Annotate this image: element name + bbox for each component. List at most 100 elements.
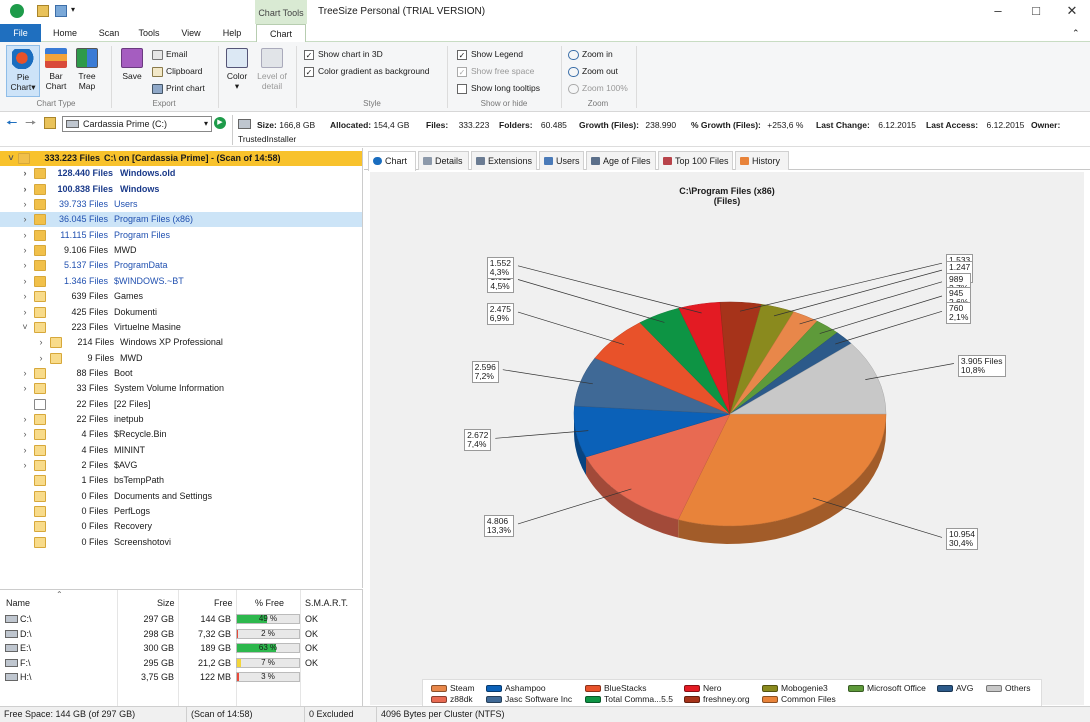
tab-chart[interactable]: Chart xyxy=(256,24,306,43)
tree-row[interactable]: 1 Files bsTempPath xyxy=(0,473,362,488)
tree-row[interactable]: › 9.106 Files MWD xyxy=(0,243,362,258)
back-arrow-icon[interactable]: 🠔 xyxy=(6,115,18,130)
column-header-percent-free[interactable]: % Free xyxy=(255,598,285,608)
up-folder-icon[interactable] xyxy=(44,117,56,129)
expand-chevron-icon[interactable]: › xyxy=(23,229,27,240)
expand-chevron-icon[interactable]: › xyxy=(23,306,27,317)
zoom-out-button[interactable]: Zoom out xyxy=(568,64,618,78)
tree-row[interactable]: › 88 Files Boot xyxy=(0,366,362,381)
minimize-button[interactable]: – xyxy=(994,3,1002,18)
expand-chevron-icon[interactable]: › xyxy=(39,352,43,363)
tree-row[interactable]: › 11.115 Files Program Files xyxy=(0,228,362,243)
tree-row[interactable]: 0 Files Documents and Settings xyxy=(0,489,362,504)
gradient-checkbox[interactable]: Color gradient as background xyxy=(304,64,430,78)
tree-row[interactable]: › 128.440 Files Windows.old xyxy=(0,166,362,181)
tab-users[interactable]: Users xyxy=(539,151,584,170)
tab-chart-view[interactable]: Chart xyxy=(368,151,416,171)
drive-row[interactable]: F:\ 295 GB 21,2 GB 7 % OK xyxy=(0,656,362,670)
tab-extensions[interactable]: Extensions xyxy=(471,151,537,170)
tree-row[interactable]: › 33 Files System Volume Information xyxy=(0,381,362,396)
maximize-button[interactable]: □ xyxy=(1032,3,1040,18)
expand-chevron-icon[interactable]: › xyxy=(23,413,27,424)
tab-file[interactable]: File xyxy=(0,24,41,42)
show-3d-checkbox[interactable]: Show chart in 3D xyxy=(304,47,383,61)
column-header-free[interactable]: Free xyxy=(214,598,233,608)
column-header-size[interactable]: Size xyxy=(157,598,175,608)
tree-row[interactable]: › 4 Files $Recycle.Bin xyxy=(0,427,362,442)
quick-access-scan-icon[interactable] xyxy=(55,5,67,17)
expand-chevron-icon[interactable]: › xyxy=(23,245,27,256)
expand-chevron-icon[interactable]: › xyxy=(23,460,27,470)
tree-row[interactable]: 0 Files PerfLogs xyxy=(0,504,362,519)
tab-top-100-files[interactable]: Top 100 Files xyxy=(658,151,733,170)
expand-chevron-icon[interactable]: › xyxy=(23,383,27,394)
tree-row[interactable]: › 2 Files $AVG xyxy=(0,458,362,473)
tree-row[interactable]: › 4 Files MININT xyxy=(0,443,362,458)
tree-row[interactable]: › 36.045 Files Program Files (x86) xyxy=(0,212,362,228)
color-button[interactable]: Color ▾ xyxy=(222,45,252,91)
tree-row[interactable]: › 5.137 Files ProgramData xyxy=(0,258,362,273)
show-legend-checkbox[interactable]: Show Legend xyxy=(457,47,523,61)
tree-row[interactable]: › 639 Files Games xyxy=(0,289,362,304)
tree-row[interactable]: › 9 Files MWD xyxy=(0,351,362,366)
tab-scan[interactable]: Scan xyxy=(98,28,120,38)
treemap-button[interactable]: Tree Map xyxy=(73,45,101,91)
drive-select[interactable]: Cardassia Prime (C:) ▾ xyxy=(62,116,212,132)
expand-chevron-icon[interactable]: › xyxy=(23,183,27,194)
tab-tools[interactable]: Tools xyxy=(138,28,160,38)
expand-chevron-icon[interactable]: › xyxy=(23,275,27,286)
expand-chevron-icon[interactable]: › xyxy=(39,337,43,348)
tree-root-row[interactable]: ˅ 333.223 Files C:\ on [Cardassia Prime] -… xyxy=(0,151,362,166)
print-chart-button[interactable]: Print chart xyxy=(152,81,205,95)
app-icon[interactable] xyxy=(10,4,24,18)
expand-chevron-icon[interactable]: › xyxy=(23,429,27,440)
tree-row[interactable]: 22 Files [22 Files] xyxy=(0,397,362,412)
forward-arrow-icon[interactable]: 🠖 xyxy=(25,115,37,130)
pie-slice[interactable] xyxy=(729,343,887,415)
expand-chevron-icon[interactable]: › xyxy=(23,291,27,302)
tab-age-of-files[interactable]: Age of Files xyxy=(586,151,656,170)
clipboard-button[interactable]: Clipboard xyxy=(152,64,202,78)
drive-row[interactable]: H:\ 3,75 GB 122 MB 3 % xyxy=(0,670,362,684)
tree-row[interactable]: 0 Files Screenshotovi xyxy=(0,535,362,550)
quick-access-dropdown-icon[interactable]: ▾ xyxy=(71,5,76,14)
level-of-detail-button[interactable]: Level of detail xyxy=(254,45,290,91)
tree-row[interactable]: › 22 Files inetpub xyxy=(0,412,362,427)
column-header-name[interactable]: Name xyxy=(6,598,31,608)
collapse-chevron-icon[interactable]: ˅ xyxy=(8,153,14,163)
tab-view[interactable]: View xyxy=(181,28,201,38)
expand-chevron-icon[interactable]: › xyxy=(23,260,27,271)
drive-row[interactable]: E:\ 300 GB 189 GB 63 % OK xyxy=(0,641,362,655)
zoom-100-button[interactable]: Zoom 100% xyxy=(568,81,628,95)
expand-chevron-icon[interactable]: › xyxy=(23,444,27,455)
go-button[interactable]: ▶ xyxy=(214,117,226,129)
tree-row[interactable]: › 214 Files Windows XP Professional xyxy=(0,335,362,350)
tree-row[interactable]: › 425 Files Dokumenti xyxy=(0,305,362,320)
pie-slice[interactable] xyxy=(677,413,887,527)
expand-chevron-icon[interactable]: › xyxy=(23,199,27,210)
tab-help[interactable]: Help xyxy=(222,28,242,38)
ribbon-collapse-icon[interactable]: ⌃ xyxy=(1072,28,1080,38)
pie-slice[interactable] xyxy=(585,413,731,520)
pie-chart-button[interactable]: Pie Chart▾ xyxy=(6,45,40,97)
drive-row[interactable]: D:\ 298 GB 7,32 GB 2 % OK xyxy=(0,627,362,641)
tab-history[interactable]: History xyxy=(735,151,789,170)
email-button[interactable]: Email xyxy=(152,47,187,61)
column-header-smart[interactable]: S.M.A.R.T. xyxy=(305,598,349,608)
drive-row[interactable]: C:\ 297 GB 144 GB 49 % OK xyxy=(0,612,362,626)
bar-chart-button[interactable]: Bar Chart xyxy=(42,45,70,91)
save-button[interactable]: Save xyxy=(117,45,147,81)
collapse-chevron-icon[interactable]: ˅ xyxy=(22,321,28,332)
zoom-in-button[interactable]: Zoom in xyxy=(568,47,613,61)
quick-access-open-icon[interactable] xyxy=(37,5,49,17)
tree-row[interactable]: › 1.346 Files $WINDOWS.~BT xyxy=(0,274,362,289)
tab-details[interactable]: Details xyxy=(418,151,469,170)
tree-row[interactable]: › 39.733 Files Users xyxy=(0,197,362,212)
long-tooltips-checkbox[interactable]: Show long tooltips xyxy=(457,81,540,95)
tab-home[interactable]: Home xyxy=(52,28,77,38)
expand-chevron-icon[interactable]: › xyxy=(23,168,27,179)
expand-chevron-icon[interactable]: › xyxy=(23,214,27,225)
close-button[interactable]: ✕ xyxy=(1066,3,1078,18)
expand-chevron-icon[interactable]: › xyxy=(23,367,27,378)
tree-row[interactable]: ˅ 223 Files Virtuelne Masine xyxy=(0,320,362,335)
